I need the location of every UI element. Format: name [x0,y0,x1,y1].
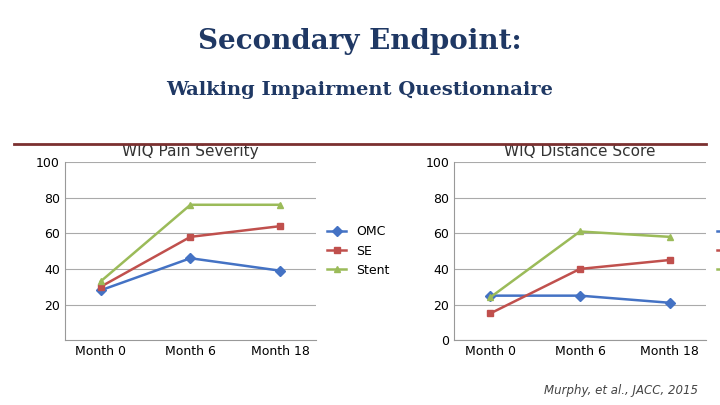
OMC [96,288,105,293]
Line: SE: SE [487,256,673,317]
Title: WIQ Distance Score: WIQ Distance Score [504,145,656,160]
Line: Stent: Stent [487,228,673,301]
OMC [186,256,195,261]
Text: Murphy, et al., JACC, 2015: Murphy, et al., JACC, 2015 [544,384,698,397]
Text: Walking Impairment Questionnaire: Walking Impairment Questionnaire [166,81,554,99]
Line: OMC: OMC [487,292,673,306]
Line: OMC: OMC [97,255,284,294]
SE [96,284,105,289]
Stent [276,202,284,207]
SE [575,266,584,271]
OMC [486,293,495,298]
Title: WIQ Pain Severity: WIQ Pain Severity [122,145,258,160]
Legend: OMC, SE, Stent: OMC, SE, Stent [328,225,390,277]
Stent [665,234,674,239]
Line: SE: SE [97,223,284,290]
SE [276,224,284,228]
Stent [486,295,495,300]
Stent [575,229,584,234]
Legend: OMC, SE, Stent: OMC, SE, Stent [717,225,720,277]
SE [186,234,195,239]
SE [486,311,495,316]
OMC [665,301,674,305]
SE [665,258,674,262]
Line: Stent: Stent [97,201,284,285]
Stent [186,202,195,207]
OMC [276,268,284,273]
Text: Secondary Endpoint:: Secondary Endpoint: [198,28,522,55]
Stent [96,279,105,284]
OMC [575,293,584,298]
